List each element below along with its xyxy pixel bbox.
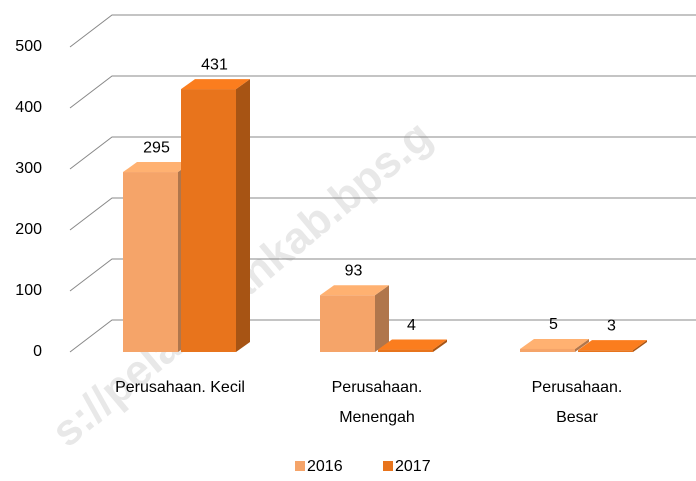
legend-swatch — [383, 461, 393, 471]
y-tick-label: 100 — [15, 282, 42, 299]
value-label: 3 — [607, 317, 616, 334]
bar — [181, 79, 250, 352]
grid-line — [69, 14, 696, 48]
bar-side — [375, 285, 389, 352]
y-tick-label: 300 — [15, 160, 42, 177]
value-label: 5 — [549, 316, 558, 333]
x-tick-label: Perusahaan. Kecil — [115, 379, 245, 396]
bar — [520, 338, 589, 352]
bar-front — [378, 349, 433, 352]
bar-top — [378, 339, 447, 350]
x-tick-label: Perusahaan. Besar — [532, 379, 623, 426]
bar-side — [575, 338, 589, 352]
bar-front — [578, 350, 633, 352]
x-tick-line: Perusahaan. Kecil — [115, 379, 245, 396]
x-tick-label: Perusahaan. Menengah — [332, 379, 423, 426]
x-tick-line: Menengah — [339, 409, 415, 426]
bar-side — [236, 79, 250, 352]
bar-side — [433, 339, 447, 352]
bar-front — [520, 348, 575, 352]
y-tick-label: 400 — [15, 99, 42, 116]
bar-side — [633, 340, 647, 352]
grid-line — [69, 197, 696, 231]
grid-line — [69, 258, 696, 292]
bar-top — [320, 285, 389, 296]
value-label: 295 — [143, 139, 170, 156]
grid-line — [69, 136, 696, 170]
y-tick-label: 0 — [33, 343, 42, 360]
grid-line — [69, 75, 696, 109]
value-label: 431 — [201, 56, 228, 73]
y-tick-label: 500 — [15, 38, 42, 55]
bar-top — [520, 338, 589, 349]
bar-front — [320, 295, 375, 352]
legend-swatch — [295, 461, 305, 471]
bar — [378, 339, 447, 352]
x-tick-line: Besar — [556, 409, 598, 426]
legend-label: 2016 — [307, 458, 343, 475]
bar-top — [578, 340, 647, 351]
grid-line — [69, 319, 696, 353]
bar-front — [123, 172, 178, 352]
bar — [578, 340, 647, 352]
bar-front — [181, 89, 236, 352]
y-tick-label: 200 — [15, 221, 42, 238]
bar-top — [123, 162, 192, 173]
bar — [320, 285, 389, 352]
value-label: 93 — [345, 262, 363, 279]
bar-top — [181, 79, 250, 90]
value-label: 4 — [407, 317, 416, 334]
legend-label: 2017 — [395, 458, 431, 475]
x-tick-line: Perusahaan. — [532, 379, 623, 396]
x-tick-line: Perusahaan. — [332, 379, 423, 396]
